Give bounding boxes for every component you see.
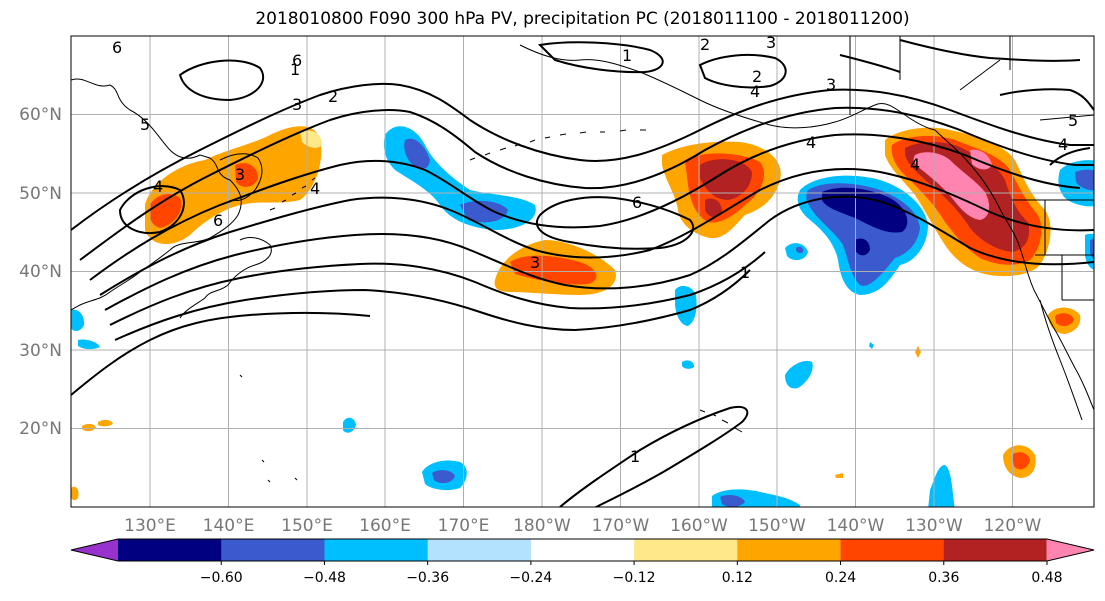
- contour-label: 6: [632, 193, 642, 212]
- alaska-coastline: [519, 44, 936, 131]
- colorbar-cell: [530, 539, 635, 561]
- lon-label: 130°E: [124, 516, 176, 536]
- precip-positive-core: [510, 255, 597, 285]
- map-frame: [70, 35, 1095, 508]
- colorbar-cell: [221, 539, 325, 561]
- contour-label: 6: [292, 51, 302, 70]
- contour-label: 4: [310, 179, 320, 198]
- lon-label: 170°E: [438, 516, 490, 536]
- lat-label: 60°N: [19, 105, 62, 125]
- hawaii-islands: [699, 409, 743, 433]
- coastlines: [71, 36, 1094, 483]
- colorbar-tick-label: 0.24: [825, 570, 856, 586]
- colorbar-tick-label: −0.60: [200, 570, 243, 586]
- pv-contour-labels: 6 5 4 3 2 1 6 6 4 1 2 3 3 2 4 3 4 4 5 4 …: [112, 33, 1078, 466]
- na-west-coastline: [934, 129, 1094, 411]
- kamchatka-coastline: [219, 153, 263, 201]
- contour-label: 1: [740, 263, 750, 282]
- contour-label: 4: [153, 177, 163, 196]
- colorbar-tick-label: −0.36: [406, 570, 449, 586]
- map-title: 2018010800 F090 300 hPa PV, precipitatio…: [255, 9, 910, 29]
- contour-label: 5: [140, 115, 150, 134]
- contour-label: 4: [806, 133, 816, 152]
- contour-label: 4: [750, 82, 760, 101]
- lon-label: 160°W: [670, 516, 728, 536]
- lon-label: 180°W: [513, 516, 571, 536]
- longitude-labels: 130°E 140°E 150°E 160°E 170°E 180°W 170°…: [124, 516, 1041, 536]
- colorbar-cell: [324, 539, 429, 561]
- contour-label: 3: [826, 75, 836, 94]
- precip-positive-region: [145, 126, 322, 245]
- baja-coastline: [1039, 299, 1083, 421]
- micronesia-islands: [239, 374, 298, 483]
- lat-label: 20°N: [19, 419, 62, 439]
- contour-label: 1: [622, 46, 632, 65]
- contour-label: 3: [530, 253, 540, 272]
- contour-label: 3: [766, 33, 776, 52]
- colorbar-tick-label: 0.48: [1031, 570, 1062, 586]
- precip-negative-core: [404, 138, 430, 170]
- lon-label: 140°E: [203, 516, 255, 536]
- colorbar-cell: [118, 539, 222, 561]
- precip-positive-core: [235, 163, 258, 187]
- contour-label: 2: [328, 87, 338, 106]
- contour-label: 1: [630, 447, 640, 466]
- colorbar-extend-min: [71, 539, 119, 561]
- colorbar-cell: [634, 539, 738, 561]
- colorbar: −0.60 −0.48 −0.36 −0.24 −0.12 0.12 0.24 0.36 0.4…: [70, 538, 1095, 586]
- lon-label: 150°W: [748, 516, 806, 536]
- colorbar-tick-label: 0.12: [722, 570, 753, 586]
- contour-label: 2: [700, 35, 710, 54]
- lon-label: 140°W: [827, 516, 885, 536]
- contour-label: 6: [112, 38, 122, 57]
- colorbar-tick-label: 0.36: [928, 570, 959, 586]
- lon-label: 120°W: [984, 516, 1042, 536]
- contour-label: 5: [1068, 111, 1078, 130]
- contour-label: 6: [213, 211, 223, 230]
- colorbar-extend-max: [1046, 539, 1094, 561]
- kuril-islands: [269, 177, 316, 211]
- contour-label: 3: [292, 95, 302, 114]
- lon-label: 150°E: [281, 516, 333, 536]
- contour-label: 4: [910, 155, 920, 174]
- colorbar-tick-label: −0.48: [303, 570, 346, 586]
- lat-label: 40°N: [19, 262, 62, 282]
- pv-contours: [71, 39, 1094, 507]
- colorbar-cell: [840, 539, 945, 561]
- colorbar-cell: [737, 539, 842, 561]
- lon-label: 160°E: [359, 516, 411, 536]
- contour-label: 1: [290, 60, 300, 79]
- colorbar-cell: [427, 539, 532, 561]
- japan-coastline: [179, 237, 272, 319]
- asia-coastline: [71, 78, 242, 311]
- lon-label: 130°W: [905, 516, 963, 536]
- lon-label: 170°W: [592, 516, 650, 536]
- lat-label: 50°N: [19, 184, 62, 204]
- canada-provinces: [899, 36, 1094, 121]
- lat-label: 30°N: [19, 341, 62, 361]
- colorbar-tick-label: −0.12: [613, 570, 656, 586]
- graticule: [71, 36, 1094, 507]
- colorbar-tick-label: −0.24: [509, 570, 552, 586]
- colorbar-outline: [70, 538, 1095, 562]
- precip-negative-core: [822, 187, 908, 233]
- precip-positive-core: [700, 159, 752, 200]
- precip-positive-core: [149, 194, 182, 228]
- colorbar-cell: [943, 539, 1048, 561]
- contour-label: 3: [235, 165, 245, 184]
- contour-label: 2: [752, 67, 762, 86]
- latitude-labels: 60°N 50°N 40°N 30°N 20°N: [19, 105, 62, 439]
- contour-label: 4: [1058, 135, 1068, 154]
- precip-negative-core: [460, 200, 508, 223]
